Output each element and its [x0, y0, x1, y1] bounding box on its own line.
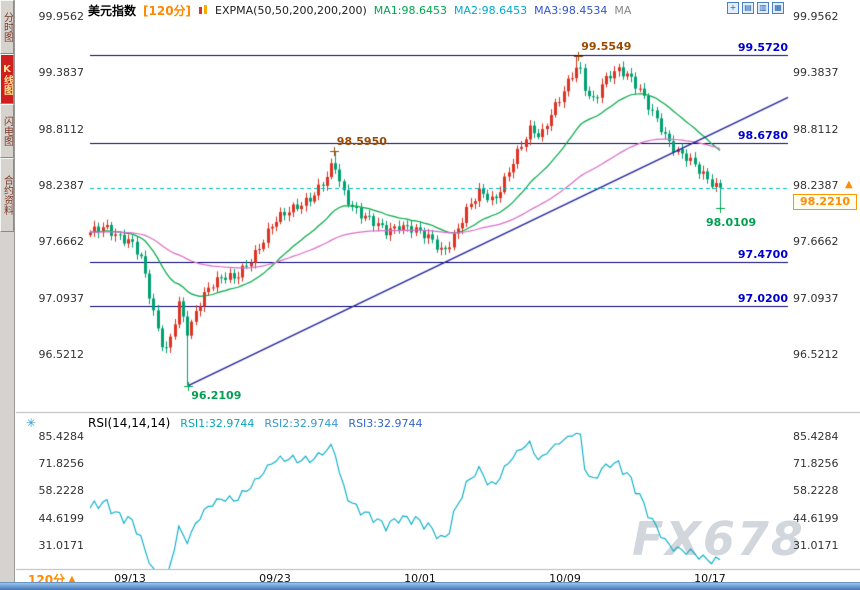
grid-windows-icon[interactable]: ▦ [772, 2, 784, 14]
indicator-settings-icon[interactable]: ✳ [26, 416, 37, 430]
rsi1-value: RSI1:32.9744 [180, 416, 255, 430]
window-controls: + ▤ ▥ ▦ [727, 2, 784, 14]
tab-flash-chart[interactable]: 闪电图 [0, 104, 14, 158]
indicator-label[interactable]: EXPMA(50,50,200,200,200) [215, 4, 367, 17]
ma2-value: MA2:98.6453 [453, 4, 528, 17]
split-vertical-icon[interactable]: ▥ [757, 2, 769, 14]
tab-time-chart[interactable]: 分时图 [0, 0, 14, 54]
rsi2-value: RSI2:32.9744 [264, 416, 339, 430]
price-up-arrow-icon: ▲ [845, 179, 853, 190]
sidebar: 分时图 K线图 闪电图 合约资料 [0, 0, 15, 582]
ma3-value: MA3:98.4534 [534, 4, 608, 17]
add-window-icon[interactable]: + [727, 2, 739, 14]
rsi-header: RSI(14,14,14) RSI1:32.9744 RSI2:32.9744 … [88, 416, 422, 430]
rsi-title[interactable]: RSI(14,14,14) [88, 416, 171, 430]
tile-windows-icon[interactable]: ▤ [742, 2, 754, 14]
timeframe-arrow-icon: ▲ [68, 574, 76, 585]
horizontal-scrollbar[interactable] [0, 582, 860, 590]
ma4-label: MA [614, 4, 632, 17]
current-price-box: 98.2210 [793, 194, 857, 210]
symbol-name: 美元指数 [88, 4, 137, 18]
tab-kline-chart[interactable]: K线图 [0, 54, 14, 104]
rsi3-value: RSI3:32.9744 [348, 416, 423, 430]
period-label[interactable]: [120分] [143, 4, 192, 18]
chart-header: 美元指数 [120分] EXPMA(50,50,200,200,200) MA1… [88, 2, 631, 19]
mini-chart-icon [198, 4, 208, 18]
ma1-value: MA1:98.6453 [373, 4, 447, 17]
tab-contract-info[interactable]: 合约资料 [0, 158, 14, 232]
